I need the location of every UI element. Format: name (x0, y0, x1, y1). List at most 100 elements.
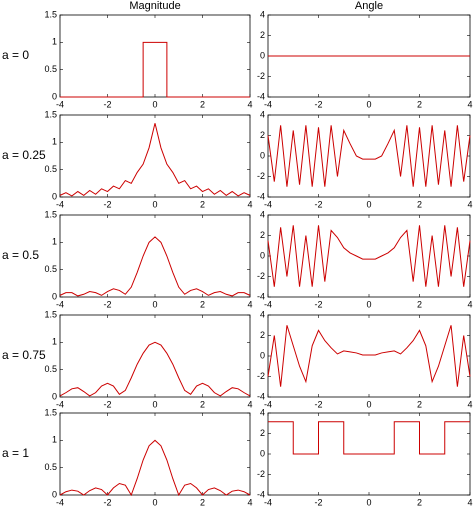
y-tick-label: 2 (260, 330, 265, 340)
column-title: Magnitude (129, 0, 180, 12)
y-tick-label: 4 (260, 109, 265, 119)
x-tick-label: 4 (247, 399, 252, 409)
line (59, 123, 251, 197)
y-tick-label: -4 (257, 191, 265, 201)
y-tick-label: 4 (260, 309, 265, 319)
x-tick-label: -2 (103, 497, 111, 507)
x-tick-label: 2 (200, 399, 205, 409)
y-tick-label: -4 (257, 91, 265, 101)
y-tick-label: 1 (52, 237, 57, 247)
x-tick-label: 2 (417, 399, 422, 409)
x-tick-label: -2 (314, 199, 322, 209)
plot-frame (59, 14, 251, 98)
line (268, 421, 470, 455)
y-tick-label: -4 (257, 391, 265, 401)
x-tick-label: 0 (366, 399, 371, 409)
y-tick-label: 1 (52, 37, 57, 47)
y-tick-label: 0 (260, 448, 265, 458)
x-tick-label: -4 (56, 399, 64, 409)
x-tick-label: -2 (314, 497, 322, 507)
line (59, 236, 251, 297)
line (267, 125, 471, 187)
x-tick-label: 2 (200, 497, 205, 507)
x-tick-label: 0 (152, 399, 157, 409)
plot-frame (59, 314, 251, 398)
x-tick-label: -2 (103, 399, 111, 409)
x-tick-label: 0 (152, 497, 157, 507)
y-tick-label: 1.5 (44, 309, 57, 319)
x-tick-label: 0 (366, 299, 371, 309)
x-tick-label: -4 (56, 299, 64, 309)
y-tick-label: 0.5 (44, 462, 57, 472)
y-tick-label: -2 (257, 469, 265, 479)
y-tick-label: -2 (257, 271, 265, 281)
y-tick-label: 0.5 (44, 264, 57, 274)
x-tick-label: -4 (56, 497, 64, 507)
y-tick-label: -4 (257, 489, 265, 499)
x-tick-label: 0 (152, 199, 157, 209)
x-tick-label: 4 (247, 199, 252, 209)
row-label: a = 0.25 (2, 148, 46, 162)
y-tick-label: 4 (260, 209, 265, 219)
x-tick-label: -2 (314, 399, 322, 409)
y-tick-label: 2 (260, 428, 265, 438)
x-tick-label: -4 (56, 99, 64, 109)
y-tick-label: 2 (260, 230, 265, 240)
line (59, 439, 251, 497)
y-tick-label: 0 (52, 91, 57, 101)
y-tick-label: 0 (260, 250, 265, 260)
y-tick-label: 2 (260, 130, 265, 140)
line (267, 325, 471, 387)
x-tick-label: -4 (264, 497, 272, 507)
row-label: a = 0.5 (2, 248, 39, 262)
plot-frame (59, 114, 251, 198)
row-label: a = 0 (2, 48, 29, 62)
y-tick-label: 0 (52, 391, 57, 401)
x-tick-label: -2 (103, 199, 111, 209)
line (59, 341, 251, 397)
y-tick-label: 1.5 (44, 209, 57, 219)
y-tick-label: 1.5 (44, 407, 57, 417)
y-tick-label: 0 (260, 150, 265, 160)
y-tick-label: 2 (260, 30, 265, 40)
plot-frame (59, 214, 251, 298)
y-tick-label: 4 (260, 407, 265, 417)
x-tick-label: 4 (247, 299, 252, 309)
y-tick-label: -2 (257, 71, 265, 81)
plot-frame (267, 214, 471, 298)
x-tick-label: -2 (314, 299, 322, 309)
x-tick-label: 2 (417, 99, 422, 109)
y-tick-label: -4 (257, 291, 265, 301)
y-tick-label: 1 (52, 337, 57, 347)
y-tick-label: 1.5 (44, 109, 57, 119)
x-tick-label: 4 (467, 399, 472, 409)
plot-frame (267, 314, 471, 398)
x-tick-label: 4 (247, 497, 252, 507)
x-tick-label: 4 (467, 299, 472, 309)
row-label: a = 0.75 (2, 348, 46, 362)
x-tick-label: 2 (200, 299, 205, 309)
x-tick-label: 0 (366, 99, 371, 109)
x-tick-label: -2 (103, 99, 111, 109)
x-tick-label: 4 (467, 199, 472, 209)
x-tick-label: 2 (200, 99, 205, 109)
x-tick-label: 4 (247, 99, 252, 109)
plot-frame (59, 412, 251, 496)
y-tick-label: 1 (52, 137, 57, 147)
y-tick-label: 0 (52, 489, 57, 499)
line (60, 41, 250, 98)
x-tick-label: -4 (264, 399, 272, 409)
x-tick-label: 2 (200, 199, 205, 209)
y-tick-label: -2 (257, 371, 265, 381)
x-tick-label: -4 (264, 99, 272, 109)
y-tick-label: 0 (52, 191, 57, 201)
x-tick-label: -4 (56, 199, 64, 209)
x-tick-label: -2 (103, 299, 111, 309)
x-tick-label: 2 (417, 199, 422, 209)
y-tick-label: 0.5 (44, 164, 57, 174)
x-tick-label: 2 (417, 299, 422, 309)
y-tick-label: 1.5 (44, 9, 57, 19)
y-tick-label: 1 (52, 435, 57, 445)
plot-frame (267, 114, 471, 198)
